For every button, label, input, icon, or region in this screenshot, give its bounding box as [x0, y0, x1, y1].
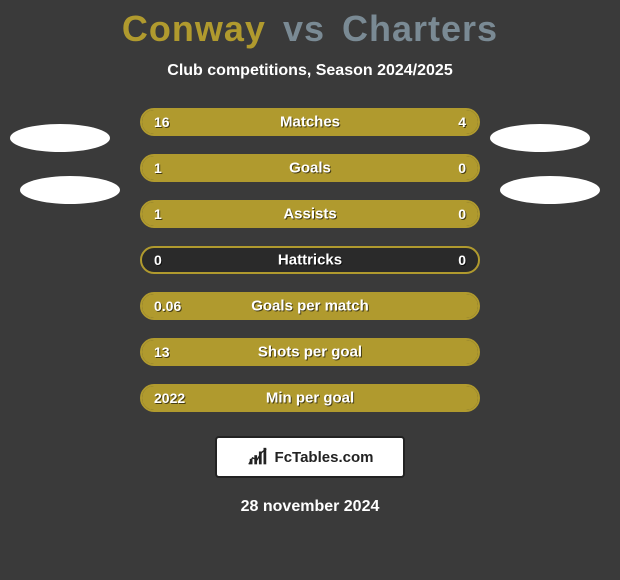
avatar-placeholder — [500, 176, 600, 204]
stat-label: Goals — [289, 160, 331, 177]
stat-label: Min per goal — [266, 390, 354, 407]
logo-text: FcTables.com — [275, 449, 374, 466]
stat-row: 0 0 Hattricks — [140, 246, 480, 274]
stat-label: Matches — [280, 114, 340, 131]
subtitle: Club competitions, Season 2024/2025 — [0, 62, 620, 80]
chart-icon — [247, 446, 269, 468]
stat-value-left: 0 — [154, 252, 162, 268]
stat-value-right: 0 — [458, 252, 466, 268]
stat-row: 13 Shots per goal — [140, 338, 480, 366]
stat-row: 2022 Min per goal — [140, 384, 480, 412]
date-text: 28 november 2024 — [0, 498, 620, 516]
stat-row: 1 0 Goals — [140, 154, 480, 182]
comparison-title: Conway vs Charters — [0, 0, 620, 50]
player2-name: Charters — [342, 8, 498, 49]
stat-value-left: 1 — [154, 160, 162, 176]
stat-fill-right — [411, 202, 478, 226]
stat-label: Goals per match — [251, 298, 369, 315]
stat-label: Hattricks — [278, 252, 342, 269]
stat-row: 1 0 Assists — [140, 200, 480, 228]
stat-value-left: 1 — [154, 206, 162, 222]
stat-label: Shots per goal — [258, 344, 362, 361]
avatar-placeholder — [490, 124, 590, 152]
stat-value-left: 16 — [154, 114, 170, 130]
stat-row: 0.06 Goals per match — [140, 292, 480, 320]
stat-fill-right — [411, 156, 478, 180]
stat-value-left: 2022 — [154, 390, 185, 406]
stat-fill-left — [142, 156, 411, 180]
fctables-logo: FcTables.com — [215, 436, 405, 478]
avatar-placeholder — [10, 124, 110, 152]
stat-value-right: 0 — [458, 206, 466, 222]
stat-label: Assists — [283, 206, 336, 223]
stat-fill-left — [142, 110, 411, 134]
stat-fill-left — [142, 202, 411, 226]
avatar-placeholder — [20, 176, 120, 204]
player1-name: Conway — [122, 8, 266, 49]
stat-value-left: 0.06 — [154, 298, 181, 314]
stat-row: 16 4 Matches — [140, 108, 480, 136]
stat-value-left: 13 — [154, 344, 170, 360]
stat-fill-right — [411, 110, 478, 134]
vs-text: vs — [283, 8, 325, 49]
stat-value-right: 0 — [458, 160, 466, 176]
stat-value-right: 4 — [458, 114, 466, 130]
stat-rows: 16 4 Matches 1 0 Goals 1 0 Assists 0 0 Hattricks 0.0… — [0, 108, 620, 412]
